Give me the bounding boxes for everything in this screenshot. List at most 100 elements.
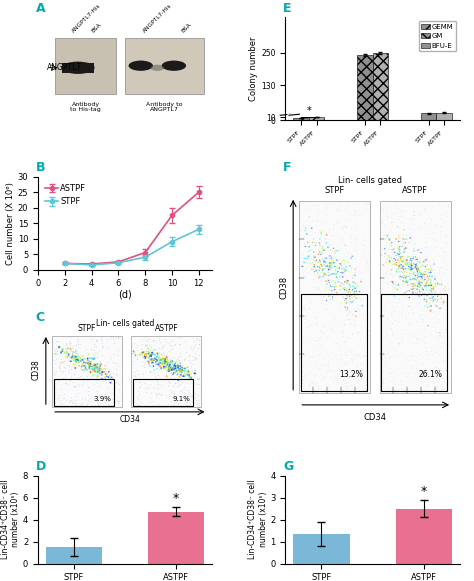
Point	[349, 314, 357, 323]
Point	[382, 214, 389, 224]
Point	[331, 258, 338, 267]
Point	[409, 267, 417, 277]
Point	[426, 268, 433, 277]
Point	[443, 366, 450, 375]
Point	[90, 351, 97, 360]
Point	[416, 252, 424, 261]
Point	[316, 238, 323, 248]
Point	[362, 256, 370, 266]
Point	[317, 260, 325, 269]
Point	[404, 280, 412, 289]
Point	[177, 333, 185, 342]
Point	[325, 317, 333, 327]
Point	[401, 325, 409, 334]
Point	[316, 256, 324, 265]
Point	[82, 363, 90, 372]
Point	[417, 223, 424, 232]
Point	[316, 333, 323, 343]
Point	[344, 260, 352, 270]
Point	[175, 361, 182, 370]
Point	[342, 295, 350, 304]
Point	[432, 297, 440, 306]
Point	[350, 321, 358, 331]
Point	[60, 390, 68, 399]
Point	[319, 321, 327, 330]
Point	[137, 348, 145, 357]
Point	[401, 238, 409, 248]
Point	[362, 226, 370, 235]
Point	[423, 370, 430, 379]
Point	[401, 310, 409, 320]
Point	[404, 292, 411, 302]
Point	[165, 377, 173, 386]
Point	[416, 312, 424, 321]
Point	[398, 264, 405, 273]
Point	[104, 372, 112, 382]
Point	[149, 361, 157, 371]
Point	[91, 368, 99, 377]
Point	[346, 319, 354, 328]
Y-axis label: Colony number: Colony number	[249, 37, 258, 101]
Point	[342, 332, 350, 342]
Point	[414, 282, 421, 291]
Point	[429, 227, 437, 236]
Point	[310, 336, 318, 345]
Point	[398, 256, 405, 265]
Point	[330, 376, 337, 385]
Point	[82, 344, 90, 353]
Point	[350, 306, 358, 315]
Point	[153, 353, 161, 362]
Point	[311, 370, 319, 379]
Point	[382, 258, 390, 267]
Point	[380, 332, 388, 342]
Point	[407, 254, 414, 263]
Point	[157, 389, 164, 399]
Point	[134, 366, 141, 375]
Point	[419, 270, 427, 279]
Point	[53, 346, 61, 356]
Point	[164, 360, 172, 369]
Point	[377, 218, 385, 228]
Point	[398, 270, 405, 279]
Point	[181, 383, 188, 392]
Point	[328, 246, 336, 256]
Point	[414, 273, 421, 282]
Point	[328, 253, 336, 262]
Point	[402, 256, 410, 265]
Point	[435, 307, 443, 316]
Point	[62, 363, 69, 372]
Point	[109, 375, 117, 385]
Point	[164, 356, 171, 365]
Point	[172, 364, 179, 374]
Point	[333, 263, 340, 272]
Point	[352, 290, 359, 299]
Point	[342, 275, 349, 285]
Point	[148, 354, 156, 364]
Point	[306, 376, 313, 386]
Point	[83, 358, 91, 367]
Point	[350, 315, 357, 325]
Point	[419, 271, 427, 280]
Point	[161, 356, 168, 365]
Point	[59, 345, 67, 354]
Point	[360, 344, 367, 353]
Point	[440, 376, 448, 385]
Point	[410, 338, 418, 347]
Point	[318, 374, 326, 383]
Point	[415, 264, 422, 273]
Point	[85, 358, 92, 368]
Point	[387, 323, 394, 332]
Point	[397, 249, 404, 258]
Point	[310, 262, 318, 271]
Point	[326, 278, 333, 287]
Point	[163, 371, 170, 381]
Point	[403, 256, 411, 265]
Point	[94, 367, 102, 376]
Point	[401, 271, 408, 281]
Point	[356, 275, 364, 285]
Point	[425, 354, 432, 363]
Point	[381, 235, 389, 245]
Point	[85, 358, 93, 368]
Bar	[300, 201, 370, 393]
Point	[138, 335, 146, 344]
